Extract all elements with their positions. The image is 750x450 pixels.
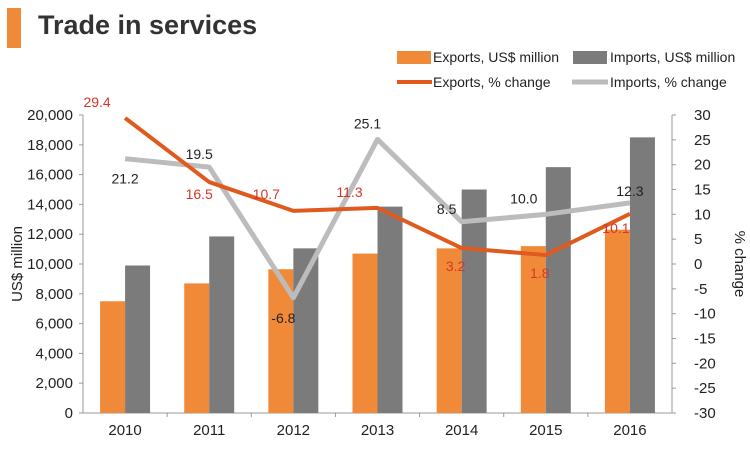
exports-change-label: 10.7 [253,186,280,202]
left-tick-label: 12,000 [27,226,73,243]
exports-change-line [123,116,631,258]
exports-change-label: 10.1 [602,220,629,236]
imports-change-label: 21.2 [111,171,138,187]
imports-change-label: 19.5 [186,146,213,162]
right-tick-label: -15 [694,331,716,348]
legend-exports-bar-label: Exports, US$ million [433,49,559,65]
left-tick-label: 18,000 [27,137,73,154]
x-tick-label: 2012 [277,422,310,439]
imports-change-label: 25.1 [354,115,381,131]
right-tick-label: 20 [694,157,711,174]
left-tick-label: 2,000 [35,375,73,392]
exports-change-label: 3.2 [446,258,466,274]
exports-bar [604,229,630,413]
x-tick-label: 2010 [108,422,141,439]
left-tick-label: 0 [65,405,73,422]
imports-bar [461,189,487,413]
imports-bar [377,206,403,413]
legend-exports-bar-swatch [397,51,431,64]
exports-change-label: 16.5 [186,186,213,202]
legend-imports-bar-label: Imports, US$ million [610,49,735,65]
imports-change-label: 10.0 [510,190,537,206]
legend-exports-line-label: Exports, % change [433,74,551,90]
exports-change-label: 11.3 [336,184,362,200]
x-tick-label: 2013 [361,422,394,439]
right-tick-label: 5 [694,231,702,248]
legend-imports-line-label: Imports, % change [610,74,727,90]
legend-imports-bar-swatch [573,51,607,64]
exports-bar [352,253,378,413]
left-tick-label: 8,000 [35,286,73,303]
x-tick-label: 2011 [193,422,225,439]
right-tick-label: -30 [694,405,716,422]
y2-axis-title: % change [731,231,748,298]
imports-change-label: 12.3 [616,183,643,199]
left-tick-label: 20,000 [27,107,73,124]
left-tick-label: 10,000 [27,256,73,273]
x-tick-label: 2014 [445,422,478,439]
imports-change-line [124,136,631,301]
right-tick-label: 0 [694,256,702,273]
right-tick-label: -25 [694,380,716,397]
imports-bar [629,137,655,413]
exports-change-label: 29.4 [83,94,110,110]
right-tick-label: 15 [694,182,711,199]
page-title: Trade in services [38,10,258,40]
left-tick-label: 14,000 [27,196,73,213]
exports-bar [520,246,546,413]
left-tick-label: 4,000 [35,345,73,362]
right-tick-label: 30 [694,107,711,124]
title-accent-bar [7,8,21,48]
imports-change-label: -6.8 [271,310,295,326]
imports-bar [209,236,235,413]
left-tick-label: 16,000 [27,167,73,184]
imports-change-label: 8.5 [437,201,457,217]
right-tick-label: 25 [694,132,711,149]
exports-bar [436,248,462,413]
right-tick-label: -5 [694,281,707,298]
exports-bar [184,283,210,413]
right-tick-label: 10 [694,206,711,223]
imports-bar [545,167,571,413]
x-tick-label: 2015 [529,422,562,439]
exports-bar [100,301,126,413]
right-tick-label: -20 [694,355,716,372]
exports-change-label: 1.8 [530,265,550,281]
imports-bar [125,265,151,413]
left-tick-label: 6,000 [35,316,73,333]
y-axis-title: US$ million [9,226,26,302]
right-tick-label: -10 [694,306,716,323]
x-tick-label: 2016 [613,422,646,439]
